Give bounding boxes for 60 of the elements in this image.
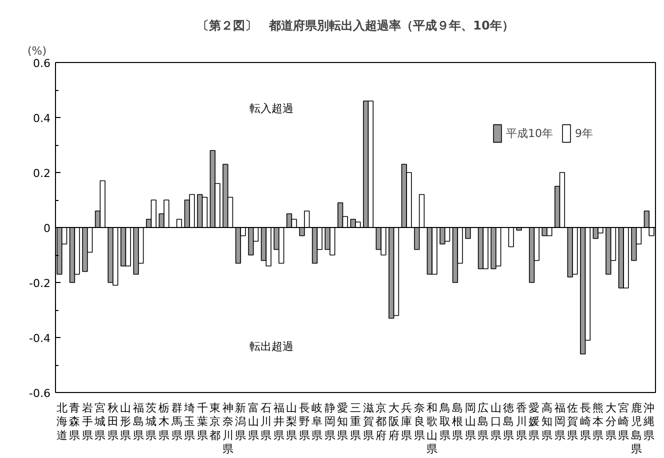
x-tick-label: 埼玉県 — [183, 402, 196, 442]
x-tick-label: 山口県 — [490, 402, 502, 442]
x-tick-label: 茨城県 — [144, 402, 157, 442]
y-tick-label: -0.4 — [29, 332, 51, 345]
x-tick-label: 宮城県 — [94, 402, 106, 442]
x-tick-label: 群馬県 — [170, 402, 182, 442]
y-tick-label: 0.4 — [33, 112, 51, 125]
x-tick-label: 神奈川県 — [222, 402, 234, 456]
x-tick-label: 石川県 — [260, 402, 272, 442]
chart-title: 〔第２図〕 都道府県別転出入超過率（平成９年、10年） — [197, 18, 514, 32]
x-tick-label: 秋田県 — [107, 402, 118, 442]
x-tick-label: 岡山県 — [464, 402, 476, 442]
legend-label: 9年 — [575, 126, 594, 140]
x-tick-label: 香川県 — [516, 402, 527, 442]
y-tick-label: -0.2 — [29, 277, 51, 290]
y-axis-title: (%) — [28, 44, 47, 58]
x-tick-label: 島根県 — [452, 402, 464, 442]
x-tick-label: 大分県 — [605, 402, 616, 442]
x-tick-label: 愛媛県 — [528, 402, 540, 442]
x-tick-label: 熊本県 — [592, 402, 604, 442]
y-tick-label: -0.6 — [29, 387, 51, 400]
x-tick-label: 大阪府 — [388, 402, 400, 442]
x-tick-label: 岩手県 — [82, 402, 93, 442]
annotation: 転入超過 — [250, 102, 294, 116]
x-tick-label: 長野県 — [298, 402, 310, 442]
x-tick-label: 北海道 — [56, 402, 68, 442]
x-tick-label: 千葉県 — [196, 402, 208, 442]
x-tick-label: 高知県 — [541, 402, 552, 442]
x-tick-label: 和歌山県 — [426, 402, 438, 456]
x-tick-label: 富山県 — [248, 402, 259, 442]
x-tick-label: 佐賀県 — [567, 402, 578, 442]
x-tick-label: 京都府 — [376, 402, 387, 442]
x-tick-label: 広島県 — [478, 402, 489, 442]
y-tick-label: 0 — [44, 222, 50, 235]
x-tick-label: 愛知県 — [337, 402, 348, 442]
x-tick-label: 山梨県 — [286, 402, 298, 442]
x-tick-label: 静岡県 — [324, 402, 336, 442]
x-tick-label: 新潟県 — [235, 402, 246, 442]
x-tick-label: 兵庫県 — [401, 402, 412, 442]
legend-label: 平成10年 — [506, 126, 553, 140]
x-tick-label: 徳島県 — [503, 402, 514, 442]
x-tick-label: 東京都 — [210, 402, 221, 442]
x-tick-label: 岐阜県 — [312, 402, 323, 442]
x-tick-label: 長崎県 — [580, 402, 591, 442]
annotation: 転出超過 — [250, 340, 294, 353]
y-tick-label: 0.2 — [33, 167, 51, 180]
x-tick-label: 鳥取県 — [438, 402, 450, 442]
x-tick-label: 福島県 — [132, 402, 144, 442]
x-tick-label: 宮崎県 — [618, 402, 630, 442]
x-tick-label: 鹿児島県 — [630, 402, 642, 456]
x-tick-label: 福井県 — [273, 402, 284, 442]
x-tick-label: 山形県 — [120, 402, 132, 442]
x-tick-label: 青森県 — [69, 402, 80, 442]
x-tick-label: 滋賀県 — [362, 402, 374, 442]
x-tick-label: 福岡県 — [554, 402, 566, 442]
y-tick-label: 0.6 — [33, 57, 51, 70]
x-tick-label: 栃木県 — [158, 402, 170, 442]
x-tick-label: 沖縄県 — [642, 402, 655, 442]
x-tick-label: 奈良県 — [414, 402, 425, 442]
x-tick-label: 三重県 — [350, 402, 361, 442]
